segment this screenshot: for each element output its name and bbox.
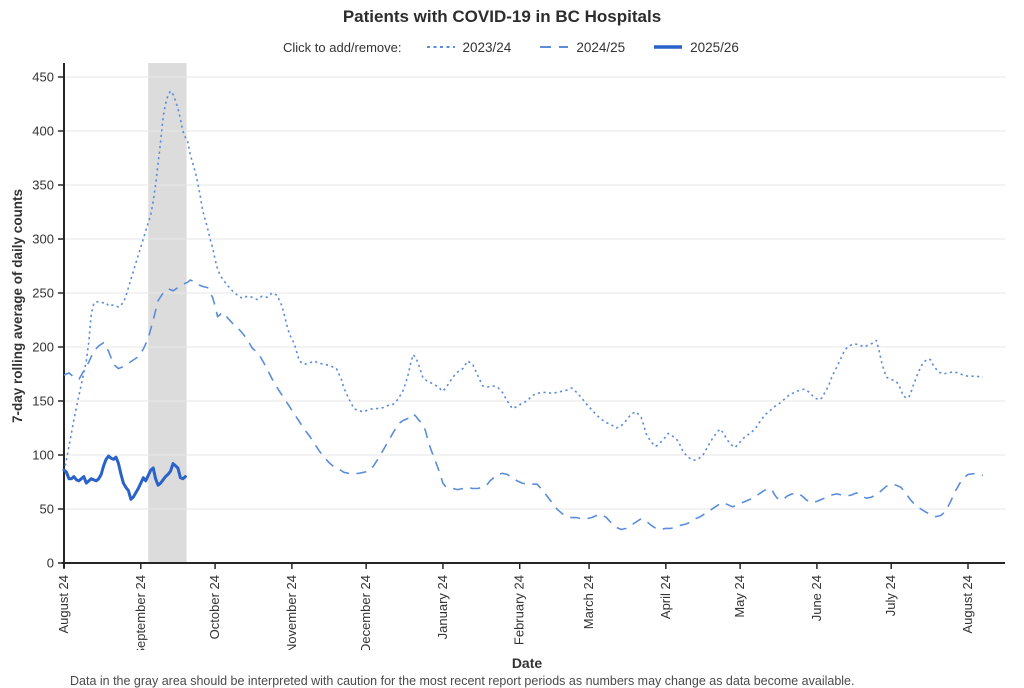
y-tick-label: 200 [32, 340, 54, 355]
legend-item-label: 2025/26 [690, 39, 739, 55]
legend-line-solid-icon [654, 45, 683, 49]
x-tick-label: November 24 [284, 575, 299, 650]
x-tick-label: July 24 [883, 575, 898, 616]
y-tick-label: 350 [32, 178, 54, 193]
footnote: Data in the gray area should be interpre… [70, 674, 855, 688]
x-tick-label: January 24 [435, 575, 450, 639]
x-tick-label: June 24 [809, 575, 824, 621]
plot-canvas: 0 50 100 150 200 250 300 350 400 450 August 24 Sept… [32, 63, 1005, 650]
legend-line-dashed-icon [540, 46, 569, 48]
x-tick-label: December 24 [358, 575, 373, 650]
legend-item-2024-25[interactable]: 2024/25 [539, 40, 625, 55]
legend-item-label: 2023/24 [462, 39, 512, 55]
legend: Click to add/remove: 2023/24 2024/25 202… [283, 36, 767, 58]
legend-item-label: 2024/25 [576, 39, 626, 55]
x-tick-label: October 24 [207, 575, 222, 639]
y-tick-label: 250 [32, 286, 54, 301]
legend-prompt: Click to add/remove: [283, 39, 402, 55]
y-tick-label: 400 [32, 124, 54, 139]
series-line-2023-24 [63, 90, 984, 472]
x-axis-title: Date [511, 655, 543, 671]
caution-band [148, 63, 187, 563]
y-tick-label: 450 [32, 70, 54, 85]
y-tick-label: 100 [32, 448, 54, 463]
chart-title: Patients with COVID-19 in BC Hospitals [342, 7, 662, 26]
y-tick-label: 0 [47, 556, 54, 571]
x-tick-label: August 24 [960, 575, 975, 634]
series-line-2025-26 [62, 454, 187, 501]
y-tick-label: 150 [32, 394, 54, 409]
y-axis-title: 7-day rolling average of daily counts [10, 188, 25, 424]
legend-item-2023-24[interactable]: 2023/24 [426, 39, 512, 55]
x-tick-label: May 24 [732, 575, 747, 618]
x-tick-label: September 24 [133, 575, 148, 650]
y-tick-label: 50 [40, 502, 54, 517]
x-tick-label: February 24 [512, 575, 527, 645]
x-tick-label: April 24 [658, 575, 673, 619]
legend-item-2025-26[interactable]: 2025/26 [653, 40, 739, 55]
x-tick-label: March 24 [581, 575, 596, 629]
series-line-2024-25 [63, 279, 984, 531]
y-tick-label: 300 [32, 232, 54, 247]
x-tick-label: August 24 [56, 575, 71, 634]
legend-line-dotted-icon [426, 46, 455, 48]
